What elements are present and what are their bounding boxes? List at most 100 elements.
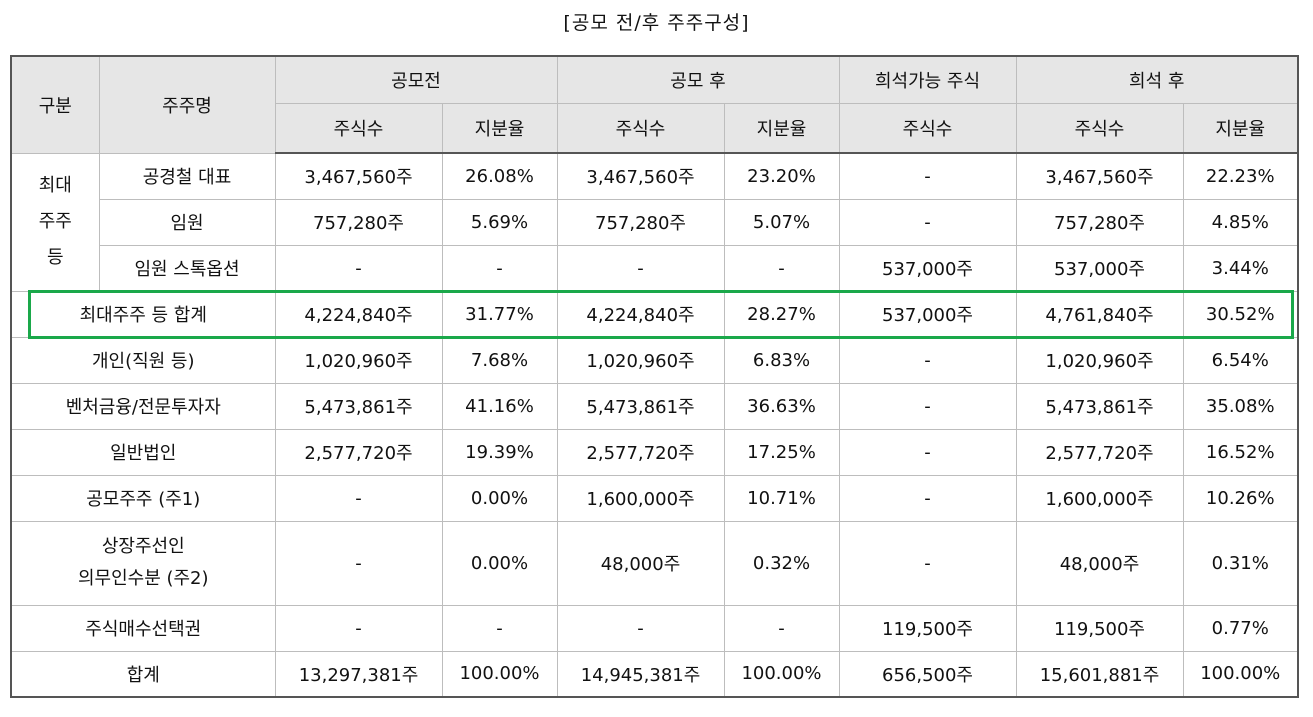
cell: 537,000주: [838, 290, 1017, 338]
cell: 3,467,560주: [274, 152, 443, 200]
cell: 48,000주: [1015, 520, 1184, 606]
header-after-ipo: 공모 후: [556, 55, 840, 104]
cell: -: [441, 244, 558, 292]
cell: 5,473,861주: [274, 382, 443, 430]
cell: 0.32%: [723, 520, 840, 606]
cell: 16.52%: [1182, 428, 1299, 476]
header-ratio: 지분율: [1182, 103, 1299, 154]
cell: 757,280주: [1015, 198, 1184, 246]
header-dilutive: 희석가능 주식: [838, 55, 1017, 104]
cell: -: [838, 336, 1017, 384]
cell: -: [274, 520, 443, 606]
header-shares: 주식수: [838, 103, 1017, 154]
cell: 48,000주: [556, 520, 725, 606]
cell: -: [838, 198, 1017, 246]
cell: 1,600,000주: [1015, 474, 1184, 522]
cell: 7.68%: [441, 336, 558, 384]
cell: -: [838, 520, 1017, 606]
cell: -: [274, 604, 443, 652]
header-ratio: 지분율: [441, 103, 558, 154]
cell: 1,020,960주: [274, 336, 443, 384]
cell: 36.63%: [723, 382, 840, 430]
group-label: 최대 주주 등: [38, 175, 72, 268]
shareholder-name: 상장주선인 의무인수분 (주2): [10, 520, 276, 606]
cell: 2,577,720주: [1015, 428, 1184, 476]
cell: 757,280주: [274, 198, 443, 246]
table-row: 임원 757,280주 5.69% 757,280주 5.07% - 757,2…: [11, 198, 1299, 246]
header-ratio: 지분율: [723, 103, 840, 154]
cell: 4,761,840주: [1015, 290, 1184, 338]
table-row: 임원 스톡옵션 - - - - 537,000주 537,000주 3.44%: [11, 244, 1299, 292]
cell: -: [274, 474, 443, 522]
header-shares: 주식수: [1015, 103, 1184, 154]
cell: 41.16%: [441, 382, 558, 430]
cell: -: [556, 244, 725, 292]
cell: 10.71%: [723, 474, 840, 522]
cell: -: [441, 604, 558, 652]
cell: 537,000주: [1015, 244, 1184, 292]
shareholder-name: 최대주주 등 합계: [10, 290, 276, 338]
header-name: 주주명: [98, 55, 276, 154]
cell: 31.77%: [441, 290, 558, 338]
shareholder-name-text: 상장주선인 의무인수분 (주2): [77, 536, 209, 589]
cell: 1,020,960주: [556, 336, 725, 384]
cell: 537,000주: [838, 244, 1017, 292]
header-shares: 주식수: [274, 103, 443, 154]
cell: 14,945,381주: [556, 650, 725, 698]
cell: 3,467,560주: [556, 152, 725, 200]
cell: -: [838, 382, 1017, 430]
cell: 4,224,840주: [556, 290, 725, 338]
cell: 13,297,381주: [274, 650, 443, 698]
shareholder-name: 공모주주 (주1): [10, 474, 276, 522]
table-row: 상장주선인 의무인수분 (주2) - 0.00% 48,000주 0.32% -…: [10, 520, 1299, 606]
table-row-total: 합계 13,297,381주 100.00% 14,945,381주 100.0…: [10, 650, 1299, 698]
cell: 0.00%: [441, 520, 558, 606]
cell: 3,467,560주: [1015, 152, 1184, 200]
cell: -: [274, 244, 443, 292]
cell: 22.23%: [1182, 152, 1299, 200]
cell: 5,473,861주: [556, 382, 725, 430]
cell: 5.69%: [441, 198, 558, 246]
cell: 119,500주: [838, 604, 1017, 652]
cell: 1,600,000주: [556, 474, 725, 522]
cell: 26.08%: [441, 152, 558, 200]
shareholder-name: 일반법인: [10, 428, 276, 476]
cell: -: [723, 244, 840, 292]
cell: -: [838, 152, 1017, 200]
cell: 5,473,861주: [1015, 382, 1184, 430]
cell: 4,224,840주: [274, 290, 443, 338]
shareholder-name: 개인(직원 등): [10, 336, 276, 384]
cell: 17.25%: [723, 428, 840, 476]
shareholder-name: 임원: [98, 198, 276, 246]
cell: 3.44%: [1182, 244, 1299, 292]
shareholder-table-container: 구분 주주명 공모전 공모 후 희석가능 주식 희석 후 주식수 지분율 주식수…: [10, 55, 1299, 698]
header-diluted: 희석 후: [1015, 55, 1299, 104]
table-row: 주식매수선택권 - - - - 119,500주 119,500주 0.77%: [10, 604, 1299, 652]
cell: 119,500주: [1015, 604, 1184, 652]
shareholder-name: 임원 스톡옵션: [98, 244, 276, 292]
cell: 35.08%: [1182, 382, 1299, 430]
cell: 6.54%: [1182, 336, 1299, 384]
cell: 656,500주: [838, 650, 1017, 698]
cell: 6.83%: [723, 336, 840, 384]
header-shares: 주식수: [556, 103, 725, 154]
cell: 0.00%: [441, 474, 558, 522]
cell: 4.85%: [1182, 198, 1299, 246]
cell: 2,577,720주: [556, 428, 725, 476]
cell: 2,577,720주: [274, 428, 443, 476]
table-row: 공모주주 (주1) - 0.00% 1,600,000주 10.71% - 1,…: [10, 474, 1299, 522]
table-row: 최대 주주 등 공경철 대표 3,467,560주 26.08% 3,467,5…: [10, 152, 1299, 292]
table-row: 일반법인 2,577,720주 19.39% 2,577,720주 17.25%…: [10, 428, 1299, 476]
table-row-subtotal: 최대주주 등 합계 4,224,840주 31.77% 4,224,840주 2…: [10, 290, 1299, 338]
cell: -: [556, 604, 725, 652]
cell: -: [838, 428, 1017, 476]
header-group: 구분: [10, 55, 100, 154]
cell: 19.39%: [441, 428, 558, 476]
shareholder-name: 합계: [10, 650, 276, 698]
shareholder-name: 벤처금융/전문투자자: [10, 382, 276, 430]
header-before-ipo: 공모전: [274, 55, 558, 104]
cell: 0.31%: [1182, 520, 1299, 606]
cell: -: [838, 474, 1017, 522]
cell: 1,020,960주: [1015, 336, 1184, 384]
cell: 28.27%: [723, 290, 840, 338]
